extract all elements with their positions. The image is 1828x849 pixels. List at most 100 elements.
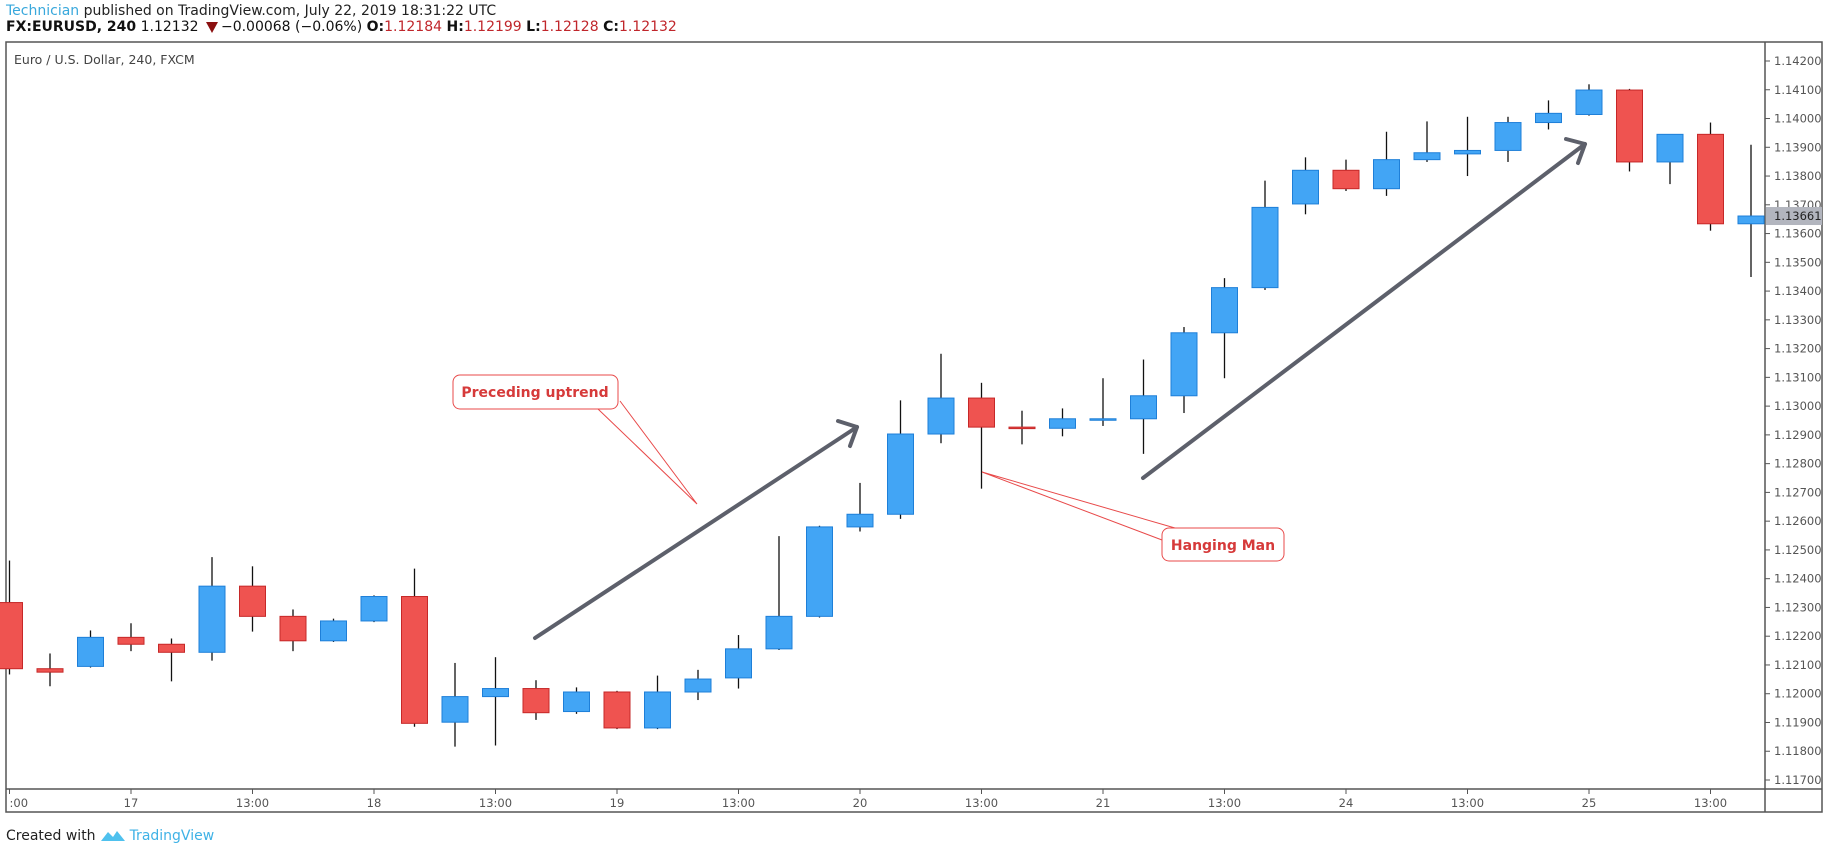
y-tick-label: 1.13500 xyxy=(1774,255,1822,269)
candle-body xyxy=(320,620,347,642)
candle-bearish xyxy=(158,638,185,682)
x-tick-label: 18 xyxy=(367,796,382,810)
candle-bullish xyxy=(846,482,874,532)
candle-body xyxy=(1737,215,1765,225)
candle-body xyxy=(198,585,226,653)
high-label: H: xyxy=(446,19,464,35)
chart-frame xyxy=(5,41,1823,813)
candle-bearish xyxy=(279,609,307,652)
candle-body xyxy=(1049,418,1076,429)
candle-body xyxy=(1575,89,1603,115)
candle-body xyxy=(846,513,874,528)
candle-bullish xyxy=(77,630,104,668)
candle-bullish xyxy=(198,557,226,661)
close-value: 1.12132 xyxy=(618,19,677,35)
x-tick-label: 17 xyxy=(124,796,139,810)
candle-bullish xyxy=(1130,359,1157,454)
candle-body xyxy=(1616,89,1643,163)
candle-bullish xyxy=(360,595,388,623)
y-tick-label: 1.12100 xyxy=(1774,658,1822,672)
last-price: 1.12132 xyxy=(140,19,199,35)
callout-pointer xyxy=(981,471,1176,541)
callout-text: Preceding uptrend xyxy=(461,385,608,401)
candle-bullish xyxy=(684,669,712,701)
open-label: O: xyxy=(366,19,385,35)
x-tick-label: 13:00 xyxy=(479,796,512,810)
candle-bullish xyxy=(1170,327,1198,414)
x-tick-label: 13:00 xyxy=(722,796,755,810)
y-tick-label: 1.13000 xyxy=(1774,399,1822,413)
x-tick-label: 13:00 xyxy=(965,796,998,810)
candle-body xyxy=(563,691,590,713)
candle-body xyxy=(1373,159,1400,190)
uptrend-arrow-2 xyxy=(1141,142,1587,480)
candle-bullish xyxy=(1413,121,1441,162)
candle-body xyxy=(1170,332,1198,397)
uptrend-arrow-1 xyxy=(533,425,859,640)
tradingview-link[interactable]: TradingView xyxy=(129,828,215,844)
x-tick-label: 13:00 xyxy=(1451,796,1484,810)
candle-bullish xyxy=(441,662,469,747)
y-tick-label: 1.11800 xyxy=(1774,744,1822,758)
candle-body xyxy=(1251,206,1279,289)
candle-bullish xyxy=(1251,180,1279,290)
callout-text: Hanging Man xyxy=(1171,538,1275,554)
close-label: C: xyxy=(603,19,619,35)
candle-bullish xyxy=(482,657,509,746)
candle-body xyxy=(684,678,712,693)
y-tick-label: 1.12600 xyxy=(1774,514,1822,528)
y-tick-label: 1.12400 xyxy=(1774,572,1822,586)
x-tick-label: 13:00 xyxy=(1694,796,1727,810)
candle-body xyxy=(279,615,307,642)
candle-bearish xyxy=(117,623,145,652)
candle-bearish xyxy=(603,690,631,730)
candle-body xyxy=(887,433,914,515)
candle-bullish xyxy=(644,675,671,730)
x-tick-label: 13:00 xyxy=(236,796,269,810)
candle-body xyxy=(765,615,793,650)
candle-bearish xyxy=(1616,88,1643,172)
candle-bearish xyxy=(1332,159,1360,191)
candle-bearish xyxy=(1697,122,1724,231)
candle-body xyxy=(36,668,64,673)
low-value: 1.12128 xyxy=(540,19,599,35)
candle-bullish xyxy=(1656,133,1684,185)
candle-bullish xyxy=(1211,278,1238,379)
candle-bullish xyxy=(1494,116,1522,162)
candle-body xyxy=(1656,133,1684,163)
triangle-down-icon xyxy=(205,21,218,33)
y-tick-label: 1.13300 xyxy=(1774,313,1822,327)
candle-body xyxy=(927,397,955,435)
candle-bearish xyxy=(0,560,23,675)
candle-body xyxy=(806,526,833,617)
candle-body xyxy=(0,602,23,670)
high-value: 1.12199 xyxy=(463,19,522,35)
candle-body xyxy=(441,696,469,723)
candle-bullish xyxy=(1535,100,1562,130)
candle-bearish xyxy=(401,568,428,727)
open-value: 1.12184 xyxy=(384,19,443,35)
candle-bullish xyxy=(1737,144,1765,277)
annotations: Preceding uptrend Hanging Man xyxy=(452,137,1587,640)
y-tick-label: 1.13100 xyxy=(1774,370,1822,384)
candle-bullish xyxy=(1575,84,1603,116)
y-tick-label: 1.13800 xyxy=(1774,169,1822,183)
symbol: FX:EURUSD, 240 xyxy=(6,19,137,35)
y-tick-label: 1.12000 xyxy=(1774,687,1822,701)
candle-body xyxy=(603,691,631,729)
candle-bullish xyxy=(563,687,590,714)
footer-prefix: Created with xyxy=(6,828,96,844)
candle-body xyxy=(1130,395,1157,420)
y-tick-label: 1.12500 xyxy=(1774,543,1822,557)
candle-bullish xyxy=(887,400,914,519)
last-price-label: 1.13661 xyxy=(1774,209,1822,223)
candle-bullish xyxy=(1292,157,1319,215)
y-tick-label: 1.12800 xyxy=(1774,457,1822,471)
x-tick-label: 21 xyxy=(1096,796,1111,810)
callout-pointer xyxy=(597,400,698,505)
candle-body xyxy=(77,636,104,667)
author-link[interactable]: Technician xyxy=(6,3,80,19)
candle-body xyxy=(725,648,752,679)
x-tick-label: 19 xyxy=(610,796,625,810)
